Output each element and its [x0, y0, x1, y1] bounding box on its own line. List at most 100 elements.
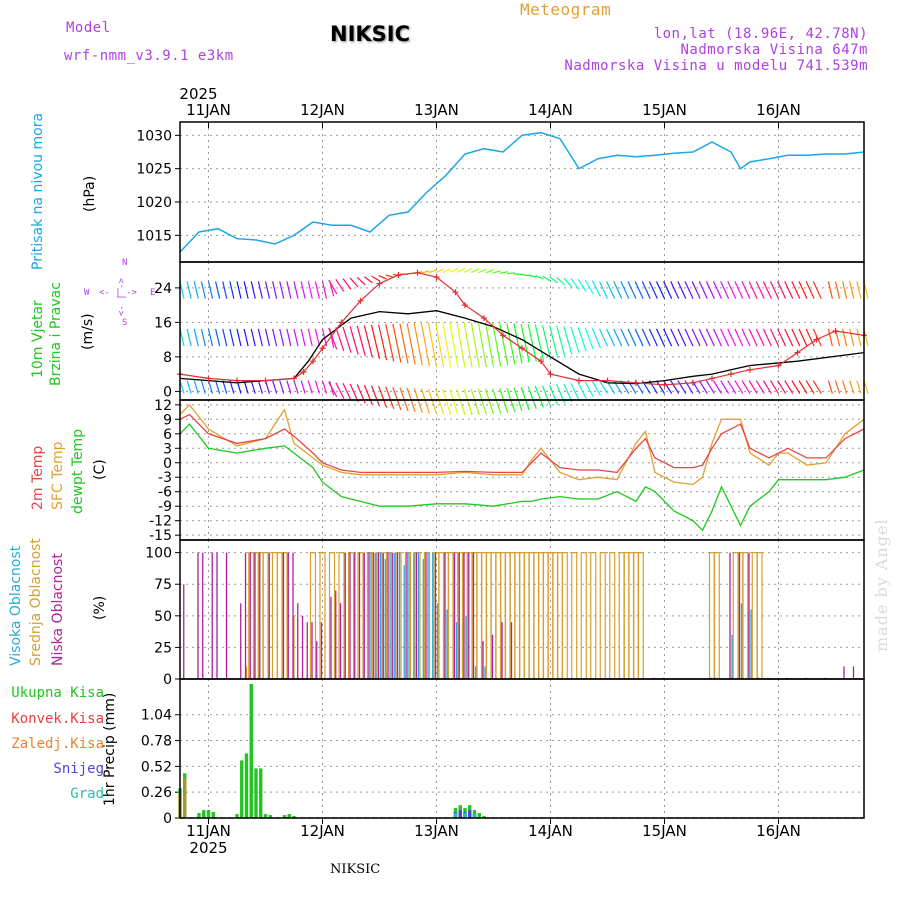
wind-direction-barb — [449, 322, 459, 368]
wind-direction-barb — [556, 325, 566, 357]
y-tick-label: 0.52 — [141, 759, 172, 775]
wind-direction-barb — [627, 281, 637, 299]
pressure-line — [179, 131, 865, 253]
wind-gust-marker — [709, 375, 715, 382]
legend-freezing-rain: Zaledj.Kisa — [11, 736, 104, 752]
y-tick-label: 25 — [154, 640, 172, 656]
precip-freezing-bar — [183, 778, 187, 818]
y-tick-label: 12 — [154, 398, 172, 414]
wind-direction-barb — [834, 281, 841, 299]
precip-total-bar — [259, 768, 263, 818]
wind-direction-barb — [370, 385, 381, 407]
footer-station: NIKSIC — [330, 862, 381, 877]
wind-direction-barb — [349, 326, 359, 355]
wind-direction-barb — [349, 277, 359, 288]
wind-gust-marker — [690, 379, 696, 386]
wind-direction-barb — [435, 322, 445, 368]
wind-direction-barb — [734, 281, 744, 299]
wind-direction-barb — [321, 281, 328, 299]
cloud-mid-bar — [328, 552, 336, 679]
wind-direction-barb — [705, 281, 715, 299]
wind-direction-barb — [563, 383, 573, 403]
wind-direction-barb — [349, 383, 359, 403]
wind-direction-barb — [570, 383, 580, 401]
wind-direction-barb — [470, 322, 480, 368]
wind-direction-barb — [421, 270, 430, 274]
wind-direction-barb — [484, 388, 495, 415]
wind-direction-barb — [363, 325, 373, 358]
wind-direction-barb — [712, 380, 723, 394]
y-tick-label: 1025 — [136, 162, 172, 178]
wind-direction-barb — [378, 274, 387, 280]
wind-direction-barb — [720, 281, 730, 299]
cloud-mid-bar — [637, 552, 644, 679]
wind-direction-barb — [534, 385, 544, 408]
wind-direction-barb — [399, 323, 409, 364]
wind-direction-barb — [215, 328, 221, 347]
precip-snow-bar — [468, 810, 472, 818]
wind-direction-barb — [677, 281, 687, 299]
wind-direction-barb — [521, 273, 530, 277]
temp-label-sfc: SFC Temp — [50, 441, 66, 510]
coordinates: lon,lat (18.96E, 42.78N) — [653, 26, 868, 42]
wind-direction-barb — [272, 281, 278, 299]
cloud-mid-bar — [561, 552, 568, 679]
wind-direction-barb — [279, 281, 285, 299]
top-year-label: 2025 — [179, 85, 217, 103]
wind-gust-marker — [519, 345, 525, 352]
wind-direction-barb — [186, 380, 192, 394]
wind-direction-barb — [442, 268, 451, 274]
y-tick-label: -3 — [158, 470, 172, 486]
wind-direction-barb — [442, 388, 452, 416]
cloud-mid-bar — [309, 552, 317, 679]
top-date-label: 13JAN — [414, 101, 459, 119]
wind-gust-marker — [832, 328, 839, 334]
wind-gust-marker — [376, 280, 383, 287]
wind-direction-barb — [236, 328, 242, 347]
wind-direction-barb — [478, 268, 487, 274]
wind-direction-barb — [243, 281, 249, 299]
cloud-mid-bar — [347, 552, 355, 679]
wind-direction-barb — [777, 380, 787, 394]
wind-direction-barb — [856, 380, 862, 394]
wind-direction-barb — [798, 328, 808, 347]
wind-gust-marker — [234, 377, 240, 384]
panel-frame — [179, 678, 865, 819]
wind-direction-barb — [456, 267, 466, 273]
wind-direction-barb — [535, 274, 544, 280]
wind-direction-barb — [207, 380, 214, 394]
wind-direction-barb — [784, 328, 794, 347]
precip-total-bar — [263, 814, 268, 818]
wind-direction-barb — [641, 328, 651, 347]
wind-direction-barb — [720, 328, 730, 347]
wind-direction-barb — [520, 323, 530, 363]
wind-direction-barb — [641, 281, 651, 299]
bottom-date-label: 12JAN — [300, 822, 345, 840]
wind-direction-barb — [257, 281, 263, 299]
bottom-year-label: 2025 — [189, 839, 227, 857]
wind-direction-barb — [328, 279, 338, 295]
top-date-label: 11JAN — [186, 101, 231, 119]
wind-direction-barb — [691, 281, 701, 299]
top-date-label: 16JAN — [756, 101, 801, 119]
wind-direction-barb — [655, 281, 666, 299]
wind-direction-barb — [236, 281, 242, 299]
wind-direction-barb — [584, 279, 594, 295]
cloud-mid-bar — [385, 552, 393, 679]
wind-direction-barb — [798, 380, 808, 394]
compass-e: E — [150, 288, 156, 298]
wind-gust-line — [179, 272, 865, 386]
cloud-mid-bar — [338, 552, 345, 679]
bottom-date-label: 16JAN — [756, 822, 801, 840]
wind-direction-barb — [300, 380, 306, 394]
wind-direction-barb — [549, 325, 559, 358]
wind-direction-barb — [229, 281, 235, 299]
precip-axis-label: 1hr Precip (mm) — [102, 692, 118, 806]
y-tick-label: -12 — [149, 514, 172, 530]
wind-direction-barb — [698, 281, 708, 299]
wind-direction-barb — [670, 380, 680, 394]
wind-direction-barb — [342, 326, 352, 353]
wind-direction-barb — [777, 281, 787, 299]
cloud-mid-bar — [590, 552, 597, 679]
legend-snow: Snijeg — [53, 761, 104, 777]
